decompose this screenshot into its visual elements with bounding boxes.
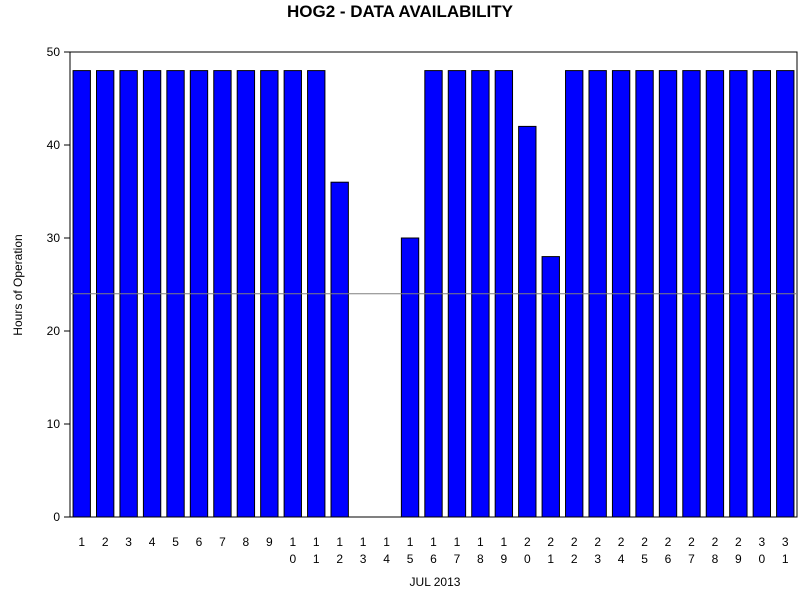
y-tick-label: 10 <box>47 417 61 431</box>
bar <box>330 181 349 518</box>
bar <box>518 125 537 518</box>
y-tick-label: 30 <box>47 231 61 245</box>
y-tick-label: 20 <box>47 324 61 338</box>
bar <box>400 237 420 518</box>
x-tick-label: 3 <box>125 535 132 549</box>
y-tick-label: 0 <box>53 510 60 524</box>
chart-title: HOG2 - DATA AVAILABILITY <box>287 2 514 21</box>
x-tick-label: 6 <box>196 535 203 549</box>
y-tick-label: 40 <box>47 138 61 152</box>
x-tick-label: 2 <box>102 535 109 549</box>
x-tick-label: 5 <box>172 535 179 549</box>
x-tick-label: 1 <box>78 535 85 549</box>
x-axis-label: JUL 2013 <box>410 575 461 589</box>
bar <box>541 256 560 518</box>
x-tick-label: 7 <box>219 535 226 549</box>
y-axis-label: Hours of Operation <box>11 234 25 335</box>
x-tick-label: 9 <box>266 535 273 549</box>
x-tick-label: 4 <box>149 535 156 549</box>
y-tick-label: 50 <box>47 45 61 59</box>
x-tick-label: 8 <box>243 535 250 549</box>
